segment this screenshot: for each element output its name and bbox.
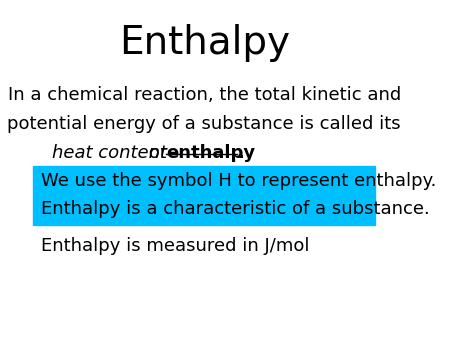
Text: .: . (237, 144, 244, 162)
Text: Enthalpy is measured in J/mol: Enthalpy is measured in J/mol (40, 237, 309, 255)
Text: enthalpy: enthalpy (166, 144, 256, 162)
Text: potential energy of a substance is called its: potential energy of a substance is calle… (7, 115, 401, 133)
Text: or: or (144, 144, 174, 162)
Text: Enthalpy is a characteristic of a substance.: Enthalpy is a characteristic of a substa… (40, 200, 429, 218)
Text: heat content: heat content (51, 144, 166, 162)
Text: Enthalpy: Enthalpy (119, 24, 290, 62)
Text: We use the symbol H to represent enthalpy.: We use the symbol H to represent enthalp… (40, 172, 436, 190)
Text: In a chemical reaction, the total kinetic and: In a chemical reaction, the total kineti… (8, 86, 401, 104)
FancyBboxPatch shape (33, 166, 375, 225)
